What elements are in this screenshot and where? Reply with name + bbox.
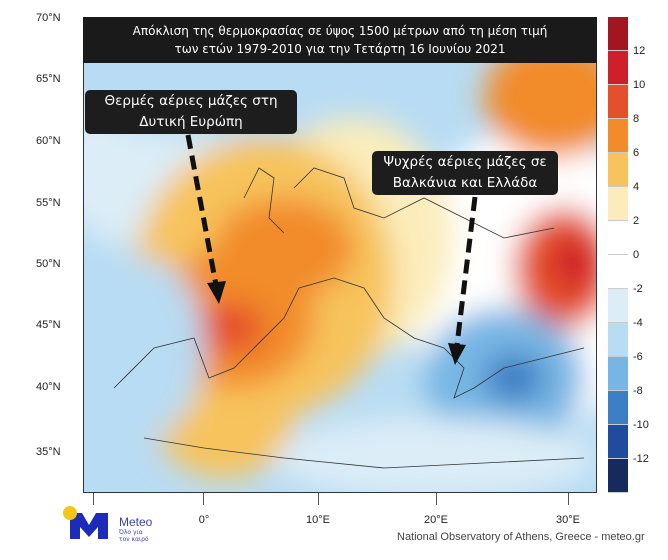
lat-label: 35°N xyxy=(36,446,61,458)
colorbar-segment xyxy=(608,187,628,221)
colorbar-segment xyxy=(608,85,628,119)
colorbar-segment xyxy=(608,17,628,51)
axis-tick xyxy=(318,493,319,505)
colorbar-segment xyxy=(608,153,628,187)
colorbar-label: 0 xyxy=(633,249,640,261)
colorbar-segment xyxy=(608,391,628,425)
tagline-line-1: Όλο για xyxy=(119,529,143,536)
map-title: Απόκλιση της θερμοκρασίας σε ύψος 1500 μ… xyxy=(83,17,597,63)
colorbar-label: 4 xyxy=(633,181,640,193)
lat-label: 45°N xyxy=(36,319,61,331)
cold-callout-line-1: Ψυχρές αέριες μάζες σε xyxy=(383,154,547,170)
credit-text: National Observatory of Athens, Greece -… xyxy=(397,531,645,543)
lon-label: 0° xyxy=(198,514,210,526)
colorbar xyxy=(608,17,628,493)
colorbar-label: 12 xyxy=(633,45,646,57)
meteo-logo: Meteo Όλο για τον καιρό xyxy=(62,505,152,549)
colorbar-label: -6 xyxy=(633,351,643,363)
tagline-line-2: τον καιρό xyxy=(119,536,149,543)
colorbar-segment xyxy=(608,289,628,323)
axis-tick xyxy=(203,493,204,505)
logo-name: Meteo xyxy=(119,515,153,529)
colorbar-segment xyxy=(608,323,628,357)
colorbar-segment xyxy=(608,459,628,493)
colorbar-label: -4 xyxy=(633,317,643,329)
cold-callout-line-2: Βαλκάνια και Ελλάδα xyxy=(392,175,538,191)
colorbar-segment xyxy=(608,119,628,153)
warm-callout-line-1: Θερμές αέριες μάζες στη xyxy=(104,93,278,109)
warm-air-callout: Θερμές αέριες μάζες στη Δυτική Ευρώπη xyxy=(85,90,297,134)
axis-tick xyxy=(436,493,437,505)
colorbar-label: -10 xyxy=(633,419,649,431)
colorbar-label: 6 xyxy=(633,147,640,159)
colorbar-label: -12 xyxy=(633,453,649,465)
lon-label: 30°E xyxy=(556,514,580,526)
warm-arrow xyxy=(185,134,219,286)
colorbar-segment xyxy=(608,51,628,85)
colorbar-label: -2 xyxy=(633,283,643,295)
lat-label: 40°N xyxy=(36,381,61,393)
cold-air-callout: Ψυχρές αέριες μάζες σε Βαλκάνια και Ελλά… xyxy=(372,151,558,195)
lat-label: 50°N xyxy=(36,258,61,270)
colorbar-label: 2 xyxy=(633,215,640,227)
colorbar-segment xyxy=(608,221,628,255)
colorbar-segment xyxy=(608,425,628,459)
colorbar-label: -8 xyxy=(633,385,643,397)
lat-label: 70°N xyxy=(36,12,61,24)
meteo-logo-icon xyxy=(63,506,108,539)
lon-label: 20°E xyxy=(424,514,448,526)
lon-label: 10°E xyxy=(306,514,330,526)
colorbar-segment xyxy=(608,357,628,391)
lat-label: 60°N xyxy=(36,135,61,147)
lat-label: 55°N xyxy=(36,197,61,209)
axis-tick xyxy=(93,493,94,505)
axis-tick xyxy=(568,493,569,505)
colorbar-label: 10 xyxy=(633,79,646,91)
warm-callout-line-2: Δυτική Ευρώπη xyxy=(139,114,243,130)
lat-label: 65°N xyxy=(36,73,61,85)
colorbar-label: 8 xyxy=(633,113,640,125)
logo-tagline: Όλο για τον καιρό xyxy=(119,529,149,543)
title-line-2: των ετών 1979-2010 για την Τετάρτη 16 Ιο… xyxy=(174,42,506,56)
title-line-1: Απόκλιση της θερμοκρασίας σε ύψος 1500 μ… xyxy=(132,24,548,38)
colorbar-segment xyxy=(608,255,628,289)
cold-arrow xyxy=(454,196,478,346)
